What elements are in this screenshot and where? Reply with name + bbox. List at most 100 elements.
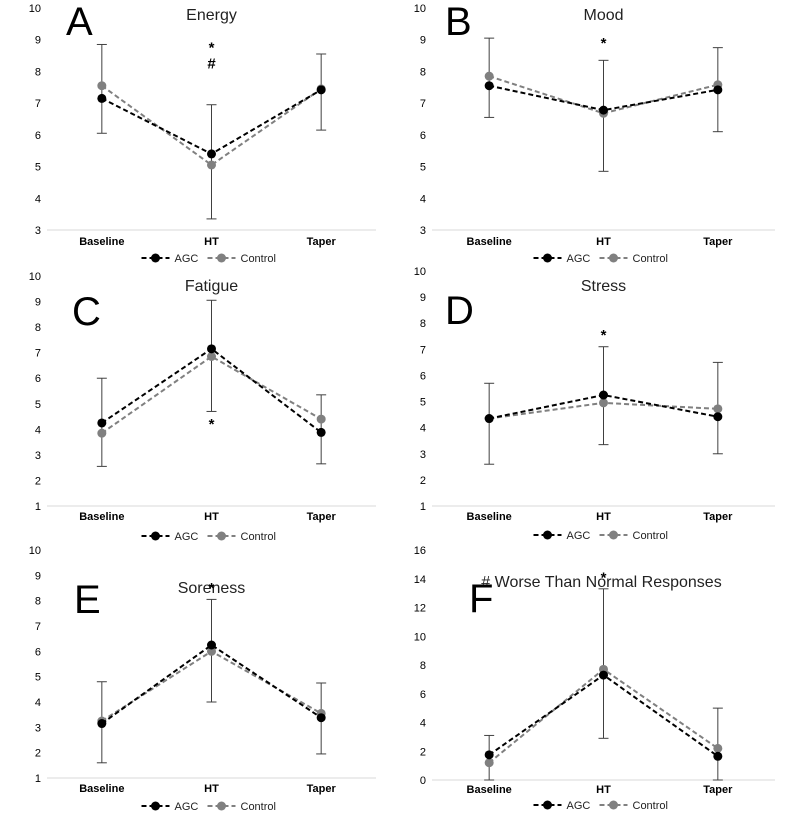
panel-f-ytick-16: 16	[414, 545, 426, 557]
panel-c-xtick-ht: HT	[204, 511, 219, 523]
panel-d-letter: D	[445, 289, 474, 333]
panel-a-ytick-8: 8	[35, 66, 41, 78]
panel-d-ytick-2: 2	[420, 475, 426, 487]
panel-f-ytick-10: 10	[414, 631, 426, 643]
panel-a-ytick-7: 7	[35, 98, 41, 110]
panel-e-legend-agc-label: AGC	[175, 801, 199, 811]
panel-b-ytick-9: 9	[420, 35, 426, 47]
panel-f-point-agc-baseline	[484, 750, 494, 760]
panel-f-legend-agc-label: AGC	[567, 800, 591, 811]
panel-e-xtick-baseline: Baseline	[79, 783, 124, 795]
panel-c-point-agc-ht	[207, 344, 216, 354]
panel-b-point-agc-taper	[713, 85, 723, 95]
panel-d-legend-agc-label: AGC	[567, 530, 591, 542]
panel-f-point-control-taper	[713, 743, 723, 753]
panel-e-point-agc-baseline	[97, 719, 107, 729]
panel-e-legend-control-marker	[217, 801, 226, 811]
panel-c-ytick-9: 9	[35, 297, 41, 309]
panel-f-ytick-14: 14	[414, 574, 426, 586]
panel-a-ytick-6: 6	[35, 130, 41, 142]
panel-c-ytick-2: 2	[35, 475, 41, 487]
panel-d-ytick-6: 6	[420, 370, 426, 382]
panel-b-legend-control-label: Control	[633, 253, 668, 265]
panel-b-ytick-6: 6	[420, 130, 426, 142]
panel-b-ytick-3: 3	[420, 225, 426, 237]
panel-b-point-agc-ht	[599, 105, 608, 115]
panel-f-ytick-12: 12	[414, 603, 426, 615]
panel-d-point-agc-ht	[599, 390, 608, 400]
panel-b-annotation-0: *	[601, 35, 607, 52]
panel-c-ytick-5: 5	[35, 399, 41, 411]
panel-d-ytick-10: 10	[414, 266, 426, 278]
panel-a-ytick-10: 10	[29, 3, 41, 15]
panel-f-ytick-2: 2	[420, 746, 426, 758]
panel-a-point-agc-baseline	[97, 93, 107, 103]
panel-d-ytick-5: 5	[420, 397, 426, 409]
panel-c-xtick-taper: Taper	[307, 511, 337, 523]
panel-f-ytick-6: 6	[420, 689, 426, 701]
panel-c-ytick-6: 6	[35, 373, 41, 385]
panel-e-point-agc-ht	[207, 640, 216, 650]
panel-f-title: # Worse Than Normal Responses	[481, 574, 721, 591]
panel-d-xtick-baseline: Baseline	[467, 511, 512, 523]
panel-d-xtick-taper: Taper	[703, 511, 733, 523]
panel-d-ytick-4: 4	[420, 423, 426, 435]
panel-e-point-agc-taper	[316, 713, 326, 723]
panel-e-ytick-7: 7	[35, 621, 41, 633]
panel-a-xtick-taper: Taper	[307, 236, 337, 248]
panel-c-point-control-ht	[207, 352, 216, 361]
panel-c-letter: C	[72, 290, 101, 334]
panel-e-annotation-0: *	[209, 580, 215, 597]
panel-c-line-control	[101, 355, 322, 434]
panel-b-ytick-8: 8	[420, 66, 426, 78]
panel-b-xtick-taper: Taper	[703, 236, 733, 248]
panel-c-ytick-10: 10	[29, 271, 41, 283]
panel-b-ytick-10: 10	[414, 3, 426, 15]
panel-a-title: Energy	[186, 7, 237, 24]
panel-e-letter: E	[74, 578, 101, 622]
panel-c-xtick-baseline: Baseline	[79, 511, 124, 523]
panel-f-legend-control-marker	[609, 800, 618, 810]
panel-c-ytick-3: 3	[35, 450, 41, 462]
panel-e-point-control-ht	[207, 646, 216, 656]
panel-d-point-agc-taper	[713, 412, 723, 422]
panel-c-ytick-7: 7	[35, 348, 41, 360]
panel-a-line-control	[101, 84, 322, 167]
panel-e-xtick-taper: Taper	[307, 783, 337, 795]
panel-d-legend-agc-marker	[543, 530, 552, 540]
panel-f-xtick-baseline: Baseline	[467, 784, 512, 796]
panel-c-ytick-8: 8	[35, 322, 41, 334]
panel-e-ytick-10: 10	[29, 545, 41, 557]
panel-f-point-agc-taper	[713, 751, 723, 761]
panel-a-ytick-5: 5	[35, 162, 41, 174]
panel-f-xtick-ht: HT	[596, 784, 611, 796]
panel-a-ytick-4: 4	[35, 193, 41, 205]
panel-a-legend-agc-marker	[151, 253, 160, 263]
panel-a-point-control-baseline	[97, 81, 107, 91]
panel-c-title: Fatigue	[185, 278, 238, 295]
panel-b-point-agc-baseline	[484, 81, 494, 91]
panel-f-ytick-0: 0	[420, 775, 426, 787]
panel-b-ytick-7: 7	[420, 98, 426, 110]
panel-d-legend-control-marker	[609, 530, 618, 540]
panel-f-legend-agc-marker	[543, 800, 552, 810]
panel-d-ytick-3: 3	[420, 449, 426, 461]
panel-c-point-control-taper	[316, 414, 326, 424]
panel-e-ytick-5: 5	[35, 672, 41, 684]
panel-e-ytick-3: 3	[35, 722, 41, 734]
panel-c-annotation-0: *	[209, 416, 215, 433]
panel-e-ytick-6: 6	[35, 646, 41, 658]
panel-a-letter: A	[66, 0, 93, 44]
panel-d-ytick-1: 1	[420, 501, 426, 513]
panel-b-point-control-baseline	[484, 71, 494, 81]
panel-a-annotation-0: *	[209, 40, 215, 57]
panel-a-xtick-ht: HT	[204, 236, 219, 248]
panel-a-legend-agc-label: AGC	[175, 253, 199, 265]
panel-e-ytick-2: 2	[35, 748, 41, 760]
panel-b-legend-control-marker	[609, 253, 618, 263]
panel-e-ytick-1: 1	[35, 773, 41, 785]
panel-e-ytick-8: 8	[35, 596, 41, 608]
panel-d-ytick-9: 9	[420, 292, 426, 304]
